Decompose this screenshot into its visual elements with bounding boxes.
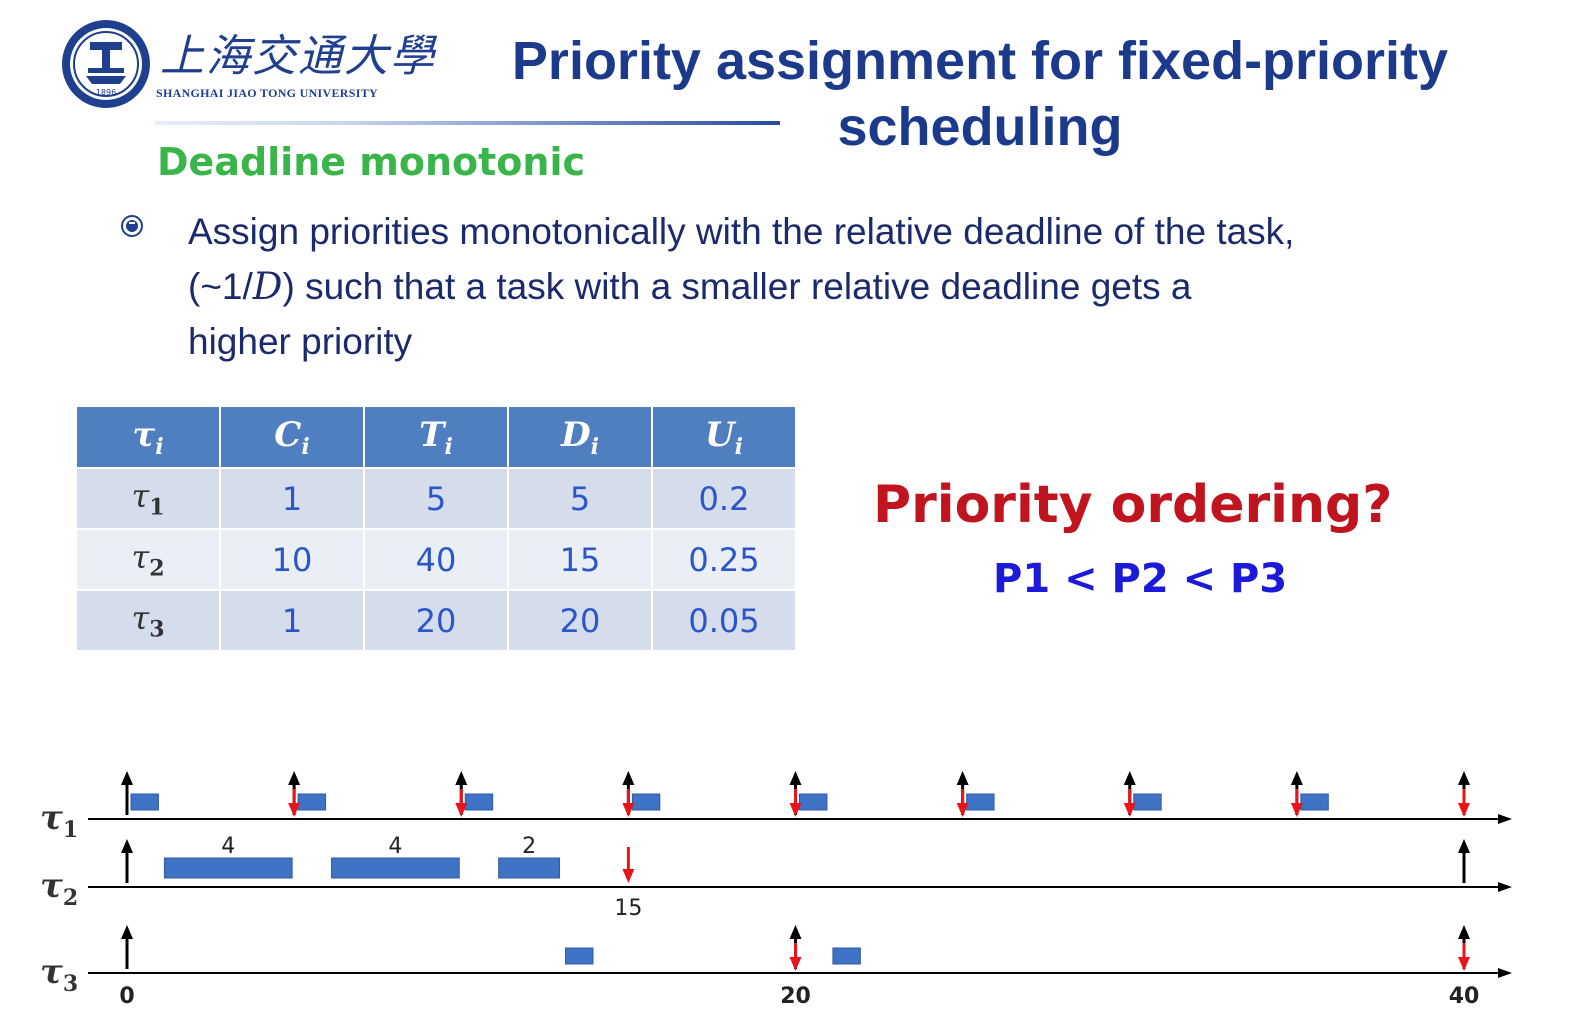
bullet-line-2: (~1/D) such that a task with a smaller r… [188,259,1468,314]
execution-length-label: 4 [221,834,235,859]
deadline-arrow-head [1123,803,1136,817]
release-arrow-head [1458,925,1470,939]
task-axis-label: τ1 [40,798,78,843]
deadline-label: 15 [614,896,642,921]
release-arrow-head [1458,771,1470,785]
task-cell: τ3 [75,589,221,652]
period-cell: 20 [363,589,509,652]
release-arrow-head [121,771,133,785]
release-arrow-head [121,925,133,939]
release-arrow-head [121,839,133,853]
execution-block [966,793,995,811]
deadline-arrow-head [1290,803,1303,817]
wcet-cell: 1 [219,467,365,530]
execution-block [1300,793,1329,811]
priority-answer: P1 < P2 < P3 [993,556,1288,602]
bullet-text: Assign priorities monotonically with the… [188,204,1468,369]
deadline-arrow-head [288,803,301,817]
execution-block [297,793,327,811]
time-tick-label: 20 [780,984,811,1009]
table-header-row: τi Ci Ti Di Ui [75,405,797,469]
bullet-line-3: higher priority [188,321,413,362]
deadline-arrow-head [956,803,969,817]
deadline-arrow-head [1458,803,1470,817]
header-deadline: Di [507,405,653,469]
utilization-cell: 0.05 [651,589,797,652]
deadline-cell: 20 [507,589,653,652]
university-name-en: SHANGHAI JIAO TONG UNIVERSITY [156,86,378,100]
execution-block [832,947,861,965]
release-arrow-head [789,925,802,939]
execution-block [464,793,494,811]
execution-block [1133,793,1162,811]
execution-block [565,947,594,965]
execution-block [799,793,828,811]
release-arrow-head [1123,771,1136,785]
task-axis-label: τ2 [40,866,78,911]
task-cell: τ2 [75,528,221,591]
bullet-icon [121,215,143,237]
title-divider [155,121,780,125]
release-arrow-head [455,771,468,785]
table-row: τ2 10 40 15 0.25 [75,528,797,591]
priority-question: Priority ordering? [873,475,1393,535]
execution-block [631,793,661,811]
university-name-cn: 上海交通大學 [160,31,436,82]
timeline-axis-arrowhead [1498,814,1512,824]
task-axis-label: τ3 [40,952,78,997]
header-wcet: Ci [219,405,365,469]
release-arrow-head [1458,839,1470,853]
schedule-timeline: τ1 τ2 4 4 2 τ3 15 0 20 40 [40,771,1512,1009]
wcet-cell: 1 [219,589,365,652]
deadline-arrow-head [455,803,468,817]
utilization-cell: 0.25 [651,528,797,591]
task-cell: τ1 [75,467,221,530]
task-parameter-table: τi Ci Ti Di Ui τ1 1 5 5 0.2 τ2 10 40 15 … [75,405,797,652]
deadline-arrow-head [622,869,635,883]
slide-title: Priority assignment for fixed-priority s… [511,31,1449,157]
header-utilization: Ui [651,405,797,469]
execution-length-label: 2 [522,834,536,859]
release-arrow-head [789,771,802,785]
wcet-cell: 10 [219,528,365,591]
period-cell: 40 [363,528,509,591]
execution-block [331,857,460,879]
deadline-symbol: D [252,265,283,308]
period-cell: 5 [363,467,509,530]
time-tick-label: 0 [119,984,134,1009]
timeline-axis-arrowhead [1498,882,1512,892]
bullet-line-2-pre: (~1/ [188,266,253,307]
bullet-line-2-post: ) such that a task with a smaller relati… [282,266,1192,307]
release-arrow-head [956,771,969,785]
deadline-arrow-head [789,957,802,971]
table-row: τ3 1 20 20 0.05 [75,589,797,652]
execution-block [498,857,561,879]
execution-block [163,857,293,879]
release-arrow-head [288,771,301,785]
release-arrow-head [622,771,635,785]
utilization-cell: 0.2 [651,467,797,530]
header-period: Ti [363,405,509,469]
execution-block [130,793,159,811]
timeline-axis-arrowhead [1498,968,1512,978]
time-tick-label: 40 [1449,984,1480,1009]
deadline-arrow-head [622,803,635,817]
deadline-arrow-head [1458,957,1470,971]
deadline-arrow-head [789,803,802,817]
bullet-line-1: Assign priorities monotonically with the… [188,211,1295,252]
deadline-cell: 5 [507,467,653,530]
svg-text:1896: 1896 [96,88,116,97]
table-row: τ1 1 5 5 0.2 [75,467,797,530]
execution-length-label: 4 [388,834,402,859]
section-subtitle: Deadline monotonic [157,140,586,184]
header-task: τi [75,405,221,469]
deadline-cell: 15 [507,528,653,591]
university-seal-logo: 1896 [62,20,150,108]
release-arrow-head [1290,771,1303,785]
